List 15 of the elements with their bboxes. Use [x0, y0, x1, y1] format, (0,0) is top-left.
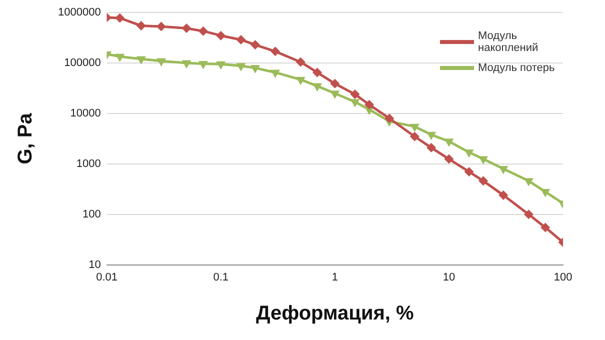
legend-label: Модуль накоплений: [478, 30, 540, 54]
y-tick-label: 1000: [76, 158, 101, 170]
x-tick-label: 100: [554, 271, 572, 284]
y-tick-label: 1000000: [58, 6, 101, 19]
y-axis-title: G, Pa: [14, 112, 37, 164]
y-tick-label: 100: [82, 208, 101, 220]
y-tick-label: 100000: [64, 57, 101, 70]
x-tick-label: 10: [442, 271, 456, 284]
y-tick-label: 10: [88, 258, 101, 271]
y-tick-label: 10000: [70, 108, 101, 120]
x-tick-label: 1: [332, 271, 338, 284]
x-axis-title: Деформация, %: [256, 302, 414, 325]
legend-label: Модуль потерь: [478, 62, 556, 74]
x-tick-label: 0.01: [96, 271, 118, 284]
x-tick-label: 0.1: [213, 271, 229, 284]
